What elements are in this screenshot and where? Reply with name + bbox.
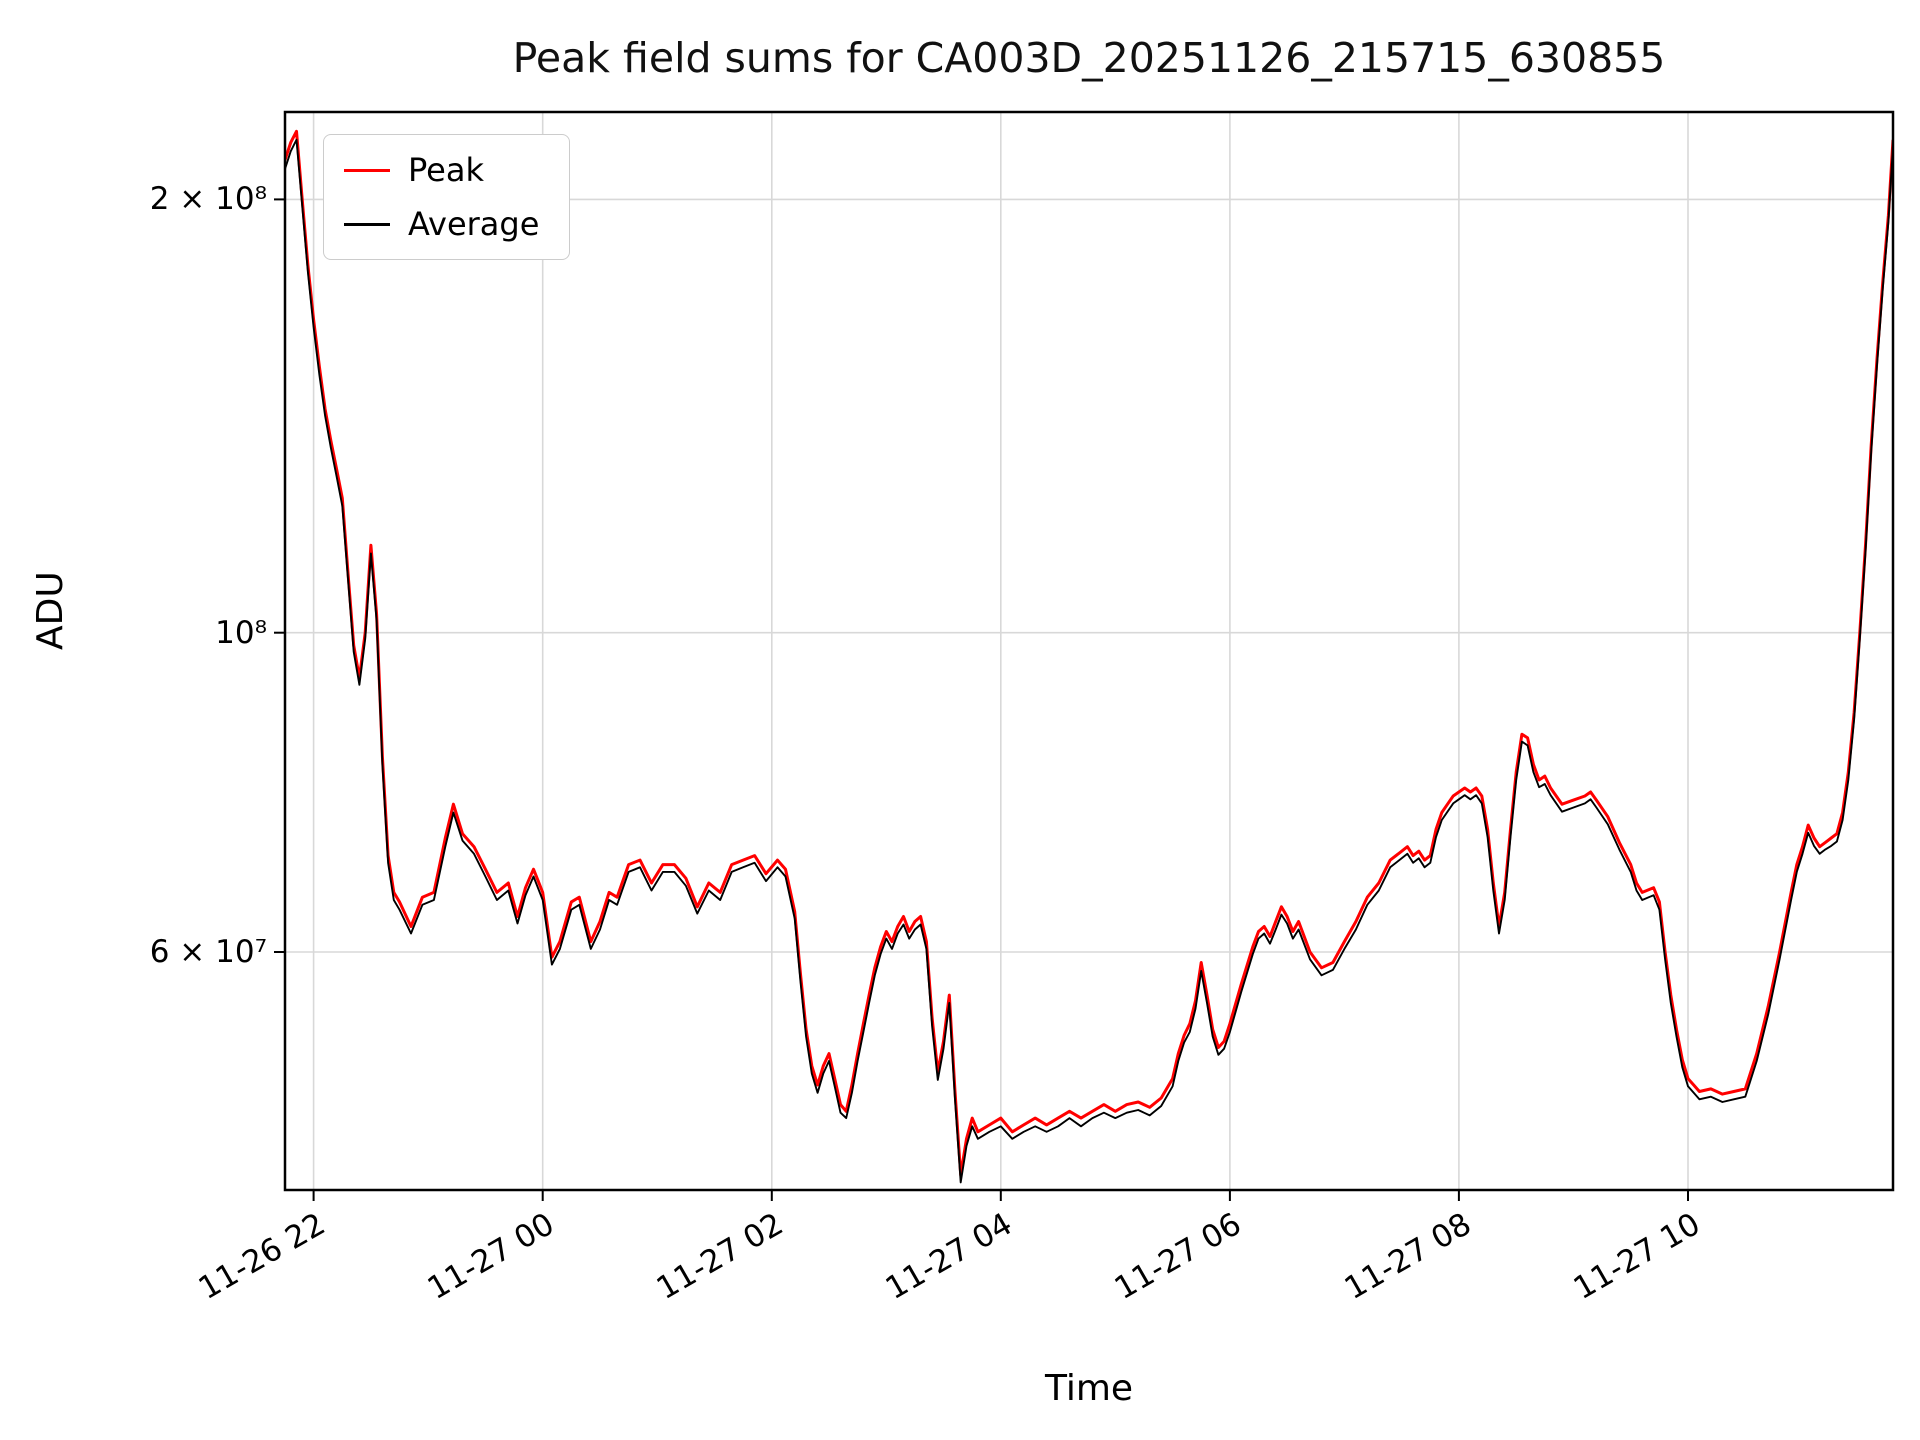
legend-label-average: Average (408, 205, 540, 243)
y-axis-label: ADU (30, 571, 71, 650)
legend-entry-peak: Peak (344, 151, 539, 189)
chart-title: Peak field sums for CA003D_20251126_2157… (512, 34, 1666, 82)
legend-label-peak: Peak (408, 151, 484, 189)
x-axis-label: Time (1044, 1368, 1134, 1409)
y-axis-label-wrap: ADU (30, 560, 76, 740)
peak-line-swatch (344, 168, 390, 172)
legend-entry-average: Average (344, 205, 539, 243)
plot-svg (274, 110, 1895, 1201)
legend: Peak Average (323, 134, 571, 260)
average-line-swatch (344, 222, 390, 226)
plot-area: Peak Average (274, 110, 1895, 1201)
